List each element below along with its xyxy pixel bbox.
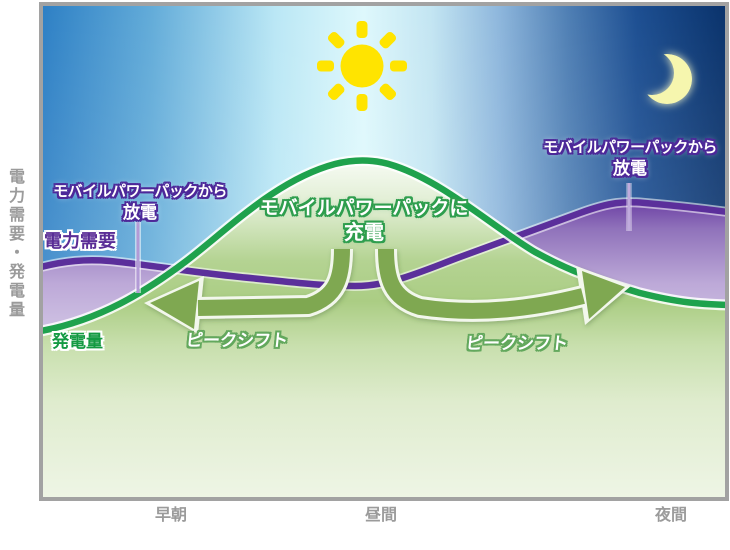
sun-icon: [317, 21, 407, 111]
crescent-moon-icon: [642, 54, 692, 104]
annotation-discharge-left-line1: モバイルパワーパックから: [53, 183, 227, 200]
peak-shift-label-right: ピークシフト: [465, 334, 570, 353]
generation-curve-label: 発電量: [52, 332, 103, 351]
x-tick-night: 夜間: [654, 507, 687, 524]
generation-curve: [43, 155, 725, 337]
peak-shift-arrow-right: [375, 248, 631, 325]
x-tick-early-morning: 早朝: [154, 507, 187, 524]
annotation-discharge-left: モバイルパワーパックから 放電: [40, 183, 240, 223]
plot-frame: [39, 2, 729, 501]
annotation-charge: モバイルパワーパックに 充電: [246, 197, 482, 246]
x-tick-daytime: 昼間: [364, 507, 397, 524]
peak-shift-label-left: ピークシフト: [185, 331, 290, 350]
annotation-charge-line1: モバイルパワーパックに: [259, 198, 469, 219]
annotation-charge-line2: 充電: [344, 221, 384, 244]
annotation-discharge-right-line1: モバイルパワーパックから: [543, 139, 717, 156]
annotation-discharge-left-line2: 放電: [123, 202, 157, 222]
demand-curve-label: 電力需要: [44, 231, 116, 251]
y-axis-label: 電力需要・発電量: [6, 168, 23, 320]
annotation-discharge-right: モバイルパワーパックから 放電: [532, 139, 728, 179]
annotation-discharge-right-line2: 放電: [613, 158, 647, 178]
peak-shift-arrow-left: [144, 248, 353, 334]
